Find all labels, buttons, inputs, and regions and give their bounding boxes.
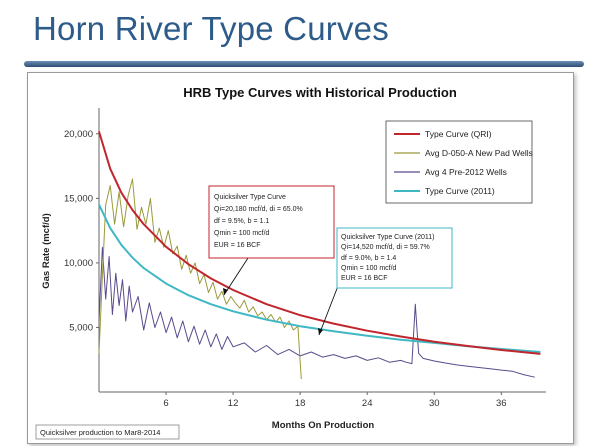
- series-line-avg-4-pre-2012-wells: [98, 246, 535, 378]
- chart-frame: HRB Type Curves with Historical Producti…: [27, 72, 574, 444]
- series-line-type-curve-qri: [98, 131, 541, 355]
- annotation-qri-line-3: df = 9.5%, b = 1.1: [214, 218, 269, 225]
- annotation-2011: Quicksilver Type Curve (2011) Qi=14,520 …: [318, 227, 453, 336]
- annotation-2011-arrowhead: [318, 328, 323, 335]
- annotation-qri-line-1: Quicksilver Type Curve: [214, 194, 286, 201]
- y-tick-label: 20,000: [64, 129, 93, 140]
- y-ticks: 5,000 10,000 15,000 20,000: [64, 129, 99, 333]
- x-ticks: 6 12 18 24 30 36: [163, 392, 507, 409]
- x-tick-label: 18: [295, 398, 306, 409]
- series-layer: [98, 131, 541, 380]
- legend-label: Type Curve (2011): [425, 186, 495, 196]
- annotation-2011-line-4: Qmin = 100 mcf/d: [341, 265, 397, 272]
- x-tick-label: 6: [163, 398, 168, 409]
- annotation-qri-arrowhead: [223, 288, 228, 295]
- annotation-qri-line-4: Qmin = 100 mcf/d: [214, 230, 270, 237]
- x-tick-label: 30: [429, 398, 440, 409]
- legend-label: Avg D-050-A New Pad Wells: [425, 148, 533, 158]
- annotation-2011-line-5: EUR = 16 BCF: [341, 275, 388, 282]
- annotation-2011-box: [336, 227, 453, 289]
- legend-label: Type Curve (QRI): [425, 129, 492, 139]
- annotation-qri-line-5: EUR = 16 BCF: [214, 242, 261, 249]
- y-tick-label: 5,000: [69, 322, 93, 333]
- slide-title: Horn River Type Curves: [33, 10, 389, 47]
- annotation-2011-line-3: df = 9.0%, b = 1.4: [341, 255, 396, 262]
- chart-title: HRB Type Curves with Historical Producti…: [183, 85, 457, 100]
- legend-label: Avg 4 Pre-2012 Wells: [425, 167, 507, 177]
- footer-note: Quicksilver production to Mar8-2014: [35, 424, 180, 440]
- chart-svg: HRB Type Curves with Historical Producti…: [35, 85, 546, 440]
- series-line-type-curve-2011: [98, 204, 541, 353]
- x-axis-label: Months On Production: [272, 420, 375, 431]
- y-axis-label: Gas Rate (mcf/d): [41, 213, 52, 289]
- x-tick-label: 24: [362, 398, 373, 409]
- x-tick-label: 36: [496, 398, 507, 409]
- annotation-qri-box: [208, 185, 335, 259]
- annotation-qri: Quicksilver Type Curve Qi=20,180 mcf/d, …: [208, 185, 335, 296]
- y-tick-label: 10,000: [64, 258, 93, 269]
- y-tick-label: 15,000: [64, 193, 93, 204]
- series-line-avg-d-050-a-new-pad-wells: [98, 178, 302, 380]
- annotation-2011-arrow: [318, 285, 339, 336]
- title-divider: [24, 61, 584, 67]
- legend: Type Curve (QRI) Avg D-050-A New Pad Well…: [385, 120, 533, 204]
- footer-note-text: Quicksilver production to Mar8-2014: [40, 428, 160, 437]
- annotation-2011-line-1: Quicksilver Type Curve (2011): [341, 234, 435, 241]
- annotation-qri-arrow: [223, 257, 249, 296]
- footer-note-box: [35, 424, 180, 440]
- annotation-2011-line-2: Qi=14,520 mcf/d, di = 59.7%: [341, 244, 430, 251]
- x-tick-label: 12: [228, 398, 239, 409]
- annotation-qri-line-2: Qi=20,180 mcf/d, di = 65.0%: [214, 206, 303, 213]
